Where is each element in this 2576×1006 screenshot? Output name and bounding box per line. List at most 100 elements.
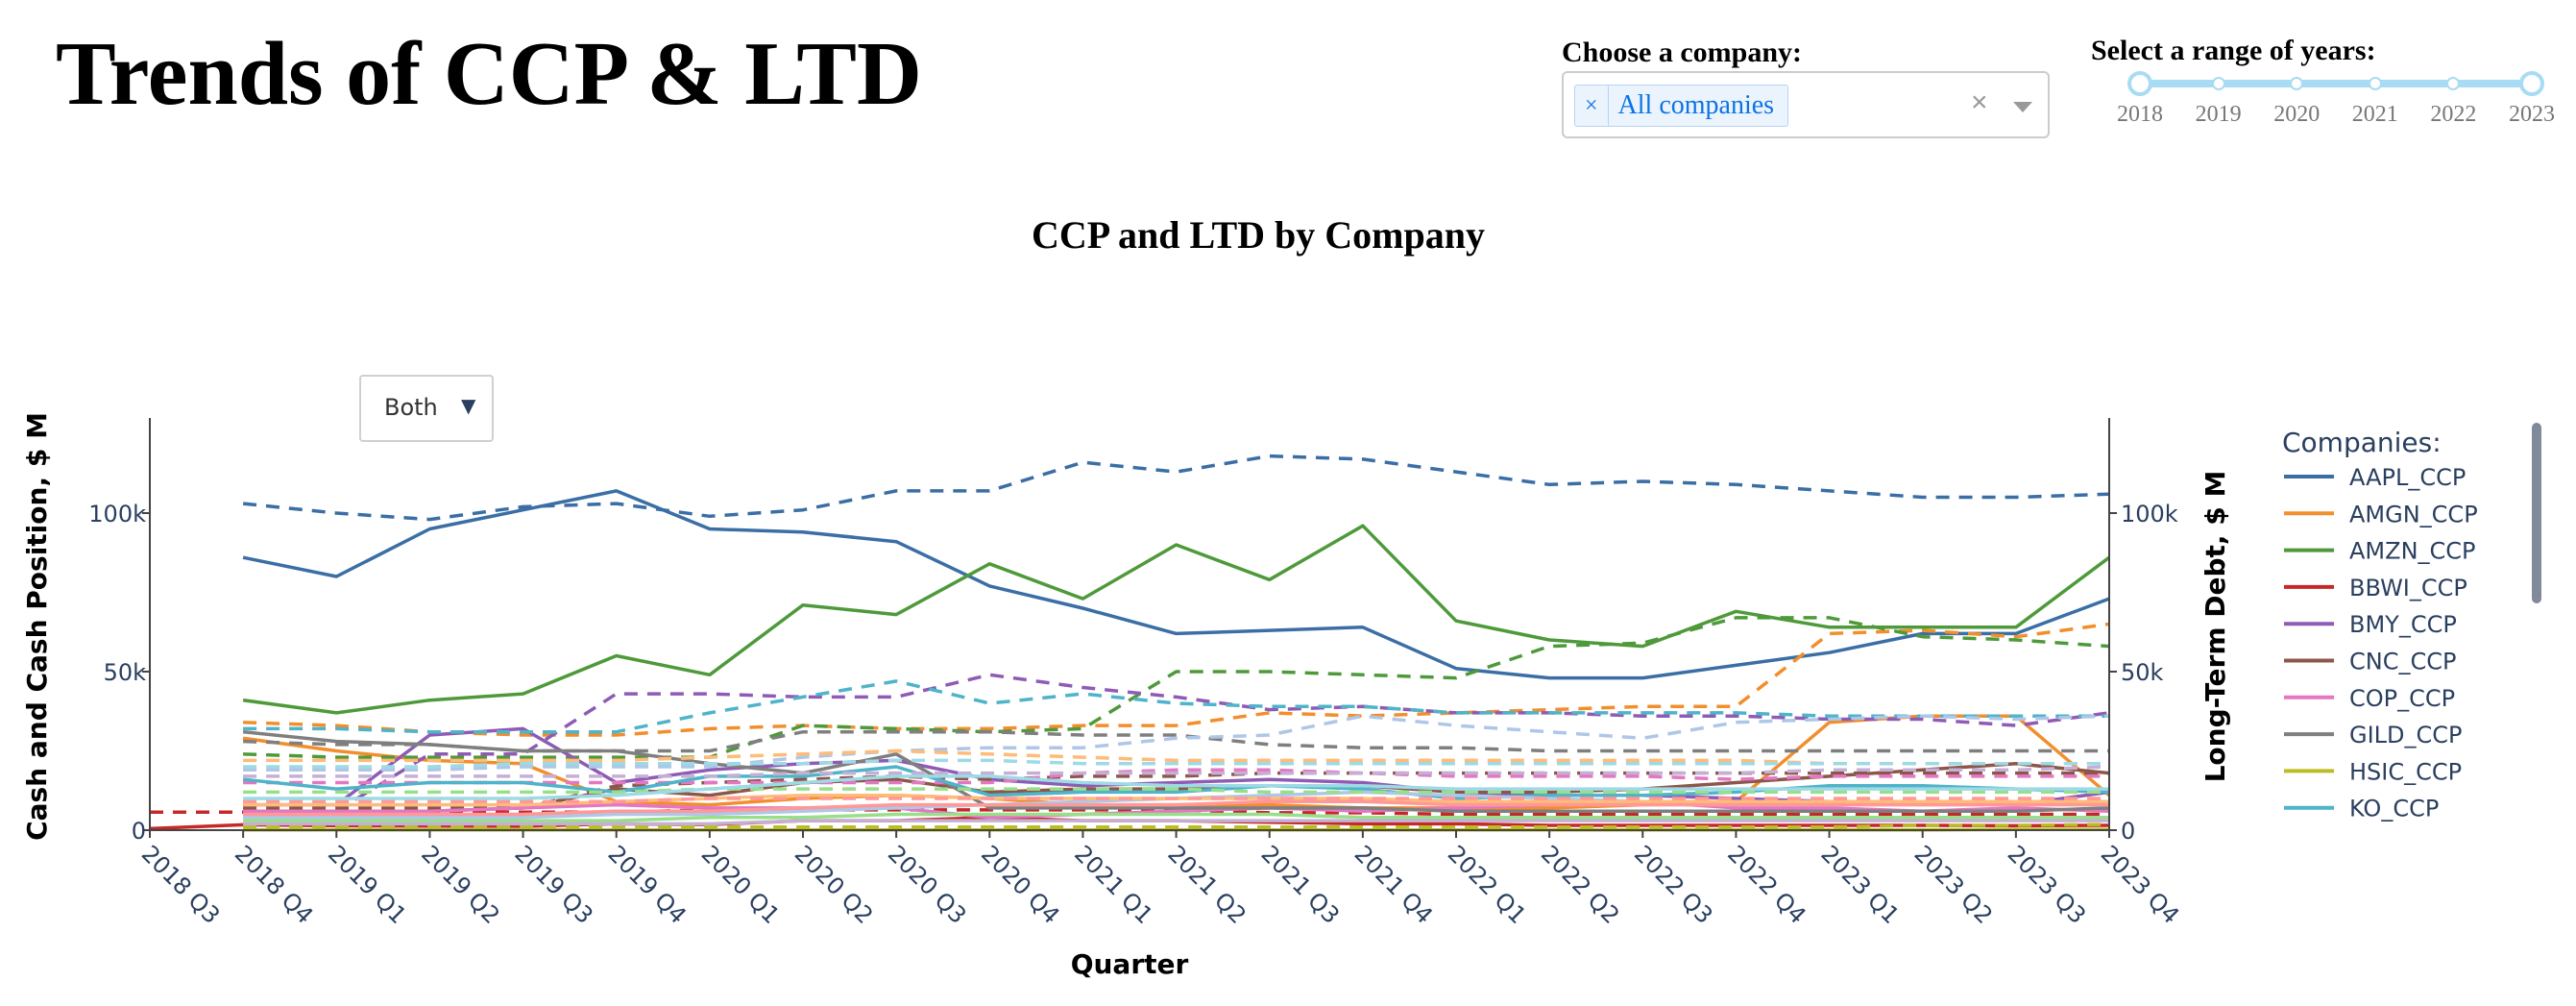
legend-item-CNC_CCP[interactable]: CNC_CCP [2284,649,2456,675]
slider-mark: 2022 [2430,102,2477,127]
x-tick-label: 2019 Q2 [416,840,505,929]
legend-label: AMGN_CCP [2349,501,2478,528]
clear-icon[interactable]: × [1971,86,1988,118]
slider-mark: 2018 [2117,102,2163,127]
company-select[interactable]: × All companies × [1562,71,2050,138]
series-L5-dashed[interactable] [243,765,2110,778]
y-tick-label-right: 0 [2121,818,2135,845]
series-AMZN_CCP[interactable] [242,524,2111,715]
x-tick-label: 2023 Q4 [2096,840,2185,929]
series-L4-dashed[interactable] [243,797,2109,804]
x-axis-title: Quarter [1071,948,1189,980]
y-tick-label-right: 100k [2121,501,2178,528]
series-COP_LTD[interactable] [243,768,2109,785]
chart-title: CCP and LTD by Company [1032,213,1485,257]
x-tick-label: 2020 Q1 [696,840,786,929]
x-tick-label: 2022 Q4 [1722,840,1811,929]
series-L6-dashed[interactable] [243,758,2109,769]
x-tick-label: 2019 Q4 [602,840,692,929]
slider-mark: 2023 [2509,102,2555,127]
y-tick-label-left: 0 [132,818,146,845]
series-AMZN_LTD[interactable] [243,616,2110,759]
x-tick-label: 2022 Q3 [1629,840,1718,929]
legend[interactable]: Companies: AAPL_CCP AMGN_CCP AMZN_CCP BBWI_… [2282,427,2478,822]
year-range-label: Select a range of years: [2091,35,2376,66]
legend-title: Companies: [2282,427,2442,458]
company-chip-label: All companies [1617,90,1775,120]
slider-mark: 2021 [2351,102,2398,127]
y-tick-label-left: 50k [104,659,147,686]
y-axis-title-left: Cash and Cash Position, $ M [21,412,53,841]
x-tick-label: 2020 Q2 [790,840,879,929]
legend-label: BBWI_CCP [2349,575,2467,601]
series-HSIC_LTD[interactable] [243,822,2110,829]
series-COP_CCP[interactable] [243,799,2110,820]
legend-item-GILD_CCP[interactable]: GILD_CCP [2284,722,2463,748]
chip-remove-icon[interactable]: × [1575,86,1609,126]
year-range-slider[interactable]: 2018 2019 2020 2021 2022 2023 [2117,69,2555,136]
legend-label: HSIC_CCP [2349,758,2462,785]
legend-item-HSIC_CCP[interactable]: HSIC_CCP [2284,758,2462,785]
series-BBWI_LTD[interactable] [150,808,2109,817]
x-tick-label: 2023 Q3 [2003,840,2092,929]
series-toggle-label: Both [384,394,438,421]
series-toggle-dropdown[interactable]: Both ▼ [359,375,494,442]
legend-label: AMZN_CCP [2349,538,2476,565]
legend-label: GILD_CCP [2349,722,2463,748]
x-tick-label: 2020 Q3 [883,840,972,929]
legend-label: CNC_CCP [2349,649,2456,675]
series-L3-solid[interactable] [243,812,2109,822]
x-tick-label: 2021 Q2 [1162,840,1252,929]
legend-item-AAPL_CCP[interactable]: AAPL_CCP [2284,464,2466,491]
slider-dot-2019[interactable] [2211,77,2225,90]
legend-item-COP_CCP[interactable]: COP_CCP [2284,685,2455,712]
legend-item-AMZN_CCP[interactable]: AMZN_CCP [2284,538,2476,565]
series-GILD_LTD[interactable] [243,729,2109,753]
slider-dot-2020[interactable] [2290,77,2304,90]
company-select-label: Choose a company: [1562,37,1803,68]
legend-label: COP_CCP [2349,685,2455,712]
page-title: Trends of CCP & LTD [56,24,922,124]
legend-item-KO_CCP[interactable]: KO_CCP [2284,796,2439,822]
x-tick-label: 2021 Q4 [1349,840,1439,929]
x-tick-label: 2018 Q3 [136,840,226,929]
slider-dot-2022[interactable] [2446,77,2461,90]
caret-down-icon: ▼ [461,394,476,417]
series-L4-solid[interactable] [243,799,2109,817]
x-tick-label: 2022 Q1 [1443,840,1532,929]
series-L3-dashed[interactable] [243,787,2109,795]
legend-item-BMY_CCP[interactable]: BMY_CCP [2284,611,2457,638]
series-AAPL_CCP[interactable] [242,489,2110,680]
series-L5-solid[interactable] [243,819,2109,826]
y-axis-title-right: Long-Term Debt, $ M [2199,471,2231,783]
series-L6-solid[interactable] [243,774,2109,800]
series-BMY_LTD[interactable] [243,673,2110,813]
x-tick-label: 2022 Q2 [1536,840,1625,929]
x-tick-label: 2023 Q2 [1908,840,1998,929]
x-tick-label: 2018 Q4 [230,840,319,929]
company-chip[interactable]: × All companies [1574,85,1789,127]
chevron-down-icon[interactable] [2013,102,2032,112]
legend-label: KO_CCP [2349,796,2439,822]
slider-handle-start[interactable] [2127,71,2152,96]
y-tick-label-right: 50k [2121,659,2164,686]
legend-label: AAPL_CCP [2349,464,2466,491]
slider-dot-2021[interactable] [2368,77,2382,90]
legend-label: BMY_CCP [2349,611,2457,638]
x-tick-label: 2023 Q1 [1815,840,1905,929]
series-L1-dashed[interactable] [243,714,2110,773]
series-AAPL_LTD[interactable] [242,454,2110,522]
x-tick-label: 2019 Q3 [509,840,598,929]
x-tick-label: 2021 Q1 [1069,840,1158,929]
slider-mark: 2020 [2273,102,2321,127]
slider-mark: 2019 [2195,102,2242,127]
slider-track [2140,80,2532,87]
legend-scrollbar[interactable] [2532,423,2541,603]
x-tick-label: 2021 Q3 [1255,840,1345,929]
slider-handle-end[interactable] [2519,71,2544,96]
legend-item-AMGN_CCP[interactable]: AMGN_CCP [2284,501,2478,528]
legend-item-BBWI_CCP[interactable]: BBWI_CCP [2284,575,2467,601]
x-tick-label: 2020 Q4 [976,840,1065,929]
series-KO_LTD[interactable] [243,679,2109,734]
